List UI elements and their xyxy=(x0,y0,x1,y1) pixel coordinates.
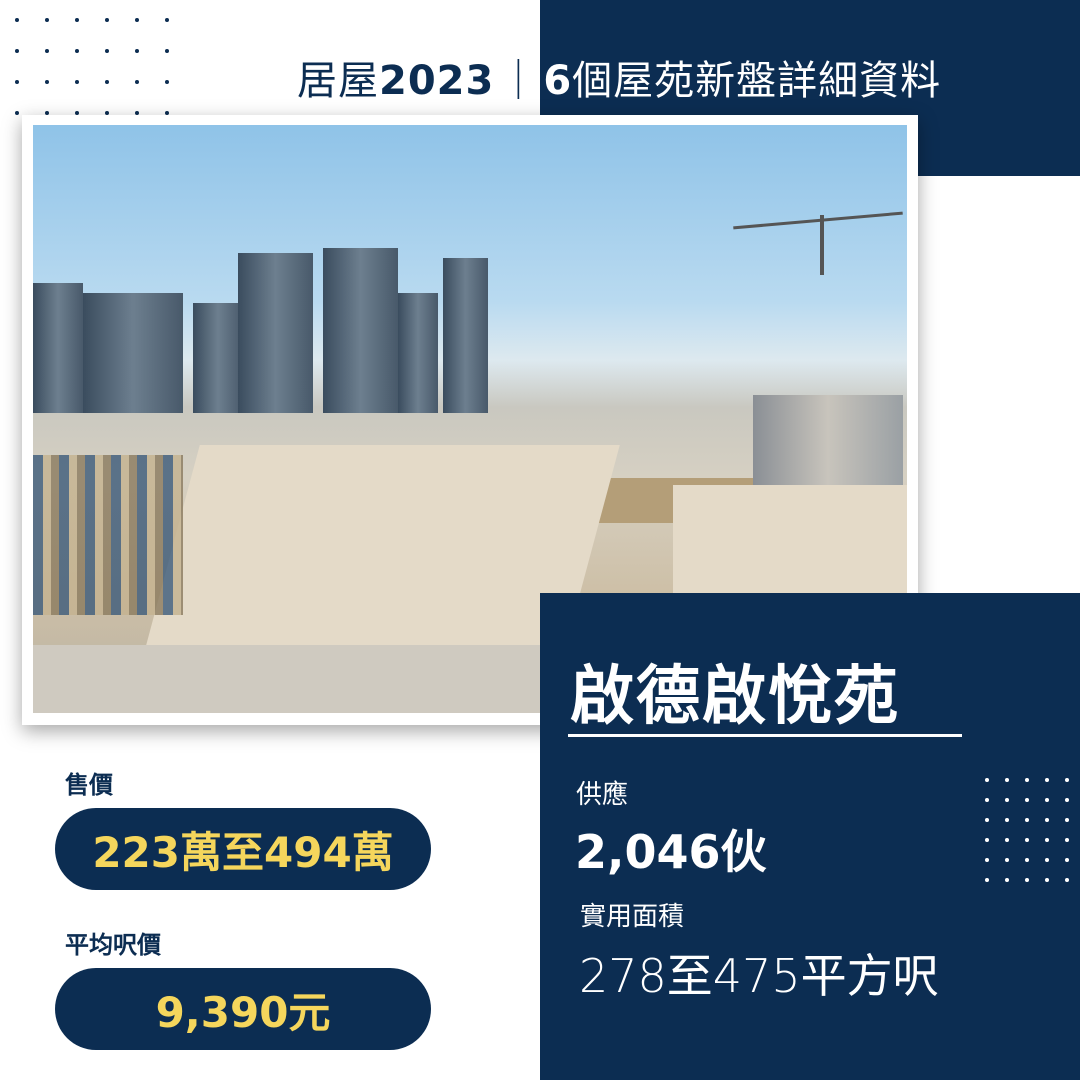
dot xyxy=(15,18,19,22)
decorative-dot-grid xyxy=(985,778,1080,882)
dot xyxy=(15,49,19,53)
dot xyxy=(75,18,79,22)
dot xyxy=(1045,818,1049,822)
dot xyxy=(165,18,169,22)
dot xyxy=(1005,798,1009,802)
dot xyxy=(1065,778,1069,782)
dot xyxy=(1005,818,1009,822)
dot xyxy=(15,80,19,84)
dot xyxy=(165,111,169,115)
supply-value: 2,046伙 xyxy=(575,825,767,879)
dot xyxy=(985,798,989,802)
dot xyxy=(985,818,989,822)
title-count: 6 xyxy=(543,58,573,104)
area-label: 實用面積 xyxy=(580,902,685,932)
dot xyxy=(1025,878,1029,882)
dot xyxy=(45,49,49,53)
title-suffix: 個屋苑新盤詳細資料 xyxy=(572,58,942,104)
title-separator: ｜ xyxy=(498,58,540,104)
dot xyxy=(1045,838,1049,842)
dot xyxy=(105,18,109,22)
dot xyxy=(1005,858,1009,862)
dot xyxy=(985,858,989,862)
dot xyxy=(45,111,49,115)
price-value-pill: 223萬至494萬 xyxy=(55,808,431,890)
dot xyxy=(1045,878,1049,882)
dot xyxy=(135,18,139,22)
dot xyxy=(1065,838,1069,842)
dot xyxy=(45,80,49,84)
estate-info-panel xyxy=(540,593,1080,1080)
dot xyxy=(135,111,139,115)
dot xyxy=(165,49,169,53)
dot xyxy=(1025,838,1029,842)
dot xyxy=(1065,818,1069,822)
dot xyxy=(1045,778,1049,782)
dot xyxy=(1025,818,1029,822)
page-title: 居屋2023 ｜ 6個屋苑新盤詳細資料 xyxy=(297,48,941,106)
dot xyxy=(1025,798,1029,802)
title-prefix: 居屋 xyxy=(297,58,379,104)
dot xyxy=(165,80,169,84)
dot xyxy=(75,49,79,53)
dot xyxy=(1005,778,1009,782)
dot xyxy=(985,778,989,782)
dot xyxy=(75,80,79,84)
estate-name: 啟德啟悅苑 xyxy=(570,660,900,734)
dot xyxy=(1025,778,1029,782)
estate-name-underline xyxy=(568,734,962,737)
area-value: 278至475平方呎 xyxy=(579,949,939,1003)
title-year: 2023 xyxy=(379,58,495,104)
dot xyxy=(1045,798,1049,802)
avg-price-label: 平均呎價 xyxy=(65,931,161,959)
price-label: 售價 xyxy=(65,771,113,799)
dot xyxy=(1065,798,1069,802)
dot xyxy=(1005,838,1009,842)
dot xyxy=(1045,858,1049,862)
dot xyxy=(1065,858,1069,862)
dot xyxy=(45,18,49,22)
dot xyxy=(985,838,989,842)
dot xyxy=(1005,878,1009,882)
avg-price-value-pill: 9,390元 xyxy=(55,968,431,1050)
dot xyxy=(1065,878,1069,882)
dot xyxy=(105,80,109,84)
dot xyxy=(135,49,139,53)
header-navy-side xyxy=(918,0,1080,176)
decorative-dot-grid xyxy=(15,18,195,115)
dot xyxy=(985,878,989,882)
supply-label: 供應 xyxy=(576,780,629,810)
dot xyxy=(135,80,139,84)
dot xyxy=(1025,858,1029,862)
dot xyxy=(75,111,79,115)
dot xyxy=(105,111,109,115)
dot xyxy=(105,49,109,53)
dot xyxy=(15,111,19,115)
